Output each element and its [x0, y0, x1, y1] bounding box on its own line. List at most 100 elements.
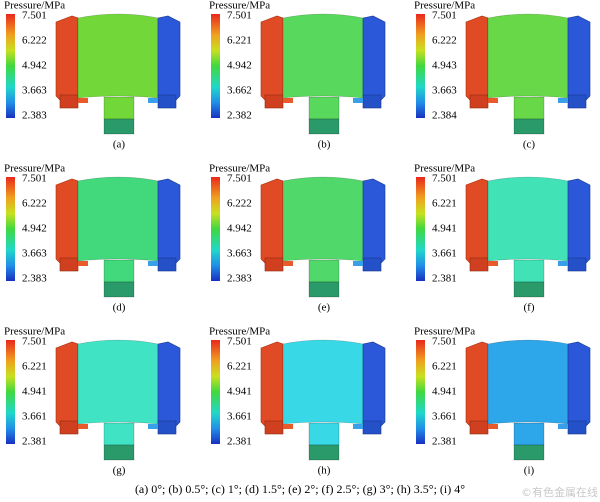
- panel-label: (a): [113, 139, 126, 151]
- colorbar-title: Pressure/MPa: [414, 163, 475, 175]
- colorbar-title: Pressure/MPa: [209, 163, 270, 175]
- right-lip: [148, 261, 158, 266]
- center-body: [77, 339, 159, 425]
- left-block: [55, 341, 79, 427]
- right-foot: [567, 257, 587, 272]
- right-block: [157, 15, 181, 101]
- colorbar-tick: 6.221: [227, 35, 252, 47]
- stem: [308, 96, 340, 120]
- colorbar-tick: 6.221: [432, 361, 457, 373]
- colorbar-tick: 4.942: [22, 60, 47, 72]
- colorbar: [6, 340, 15, 444]
- colorbar-tick: 6.221: [432, 198, 457, 210]
- colorbar: [416, 177, 425, 281]
- colorbar-tick: 4.941: [22, 386, 47, 398]
- left-foot: [264, 257, 284, 272]
- left-foot: [59, 420, 79, 435]
- colorbar-tick: 4.941: [432, 386, 457, 398]
- stem-base: [308, 444, 340, 461]
- colorbar-tick: 6.222: [22, 35, 47, 47]
- panel-label: (g): [113, 465, 126, 477]
- colorbar-tick: 7.501: [227, 336, 252, 348]
- colorbar-title: Pressure/MPa: [4, 326, 65, 338]
- colorbar: [211, 177, 220, 281]
- colorbar-tick: 6.221: [22, 361, 47, 373]
- right-block: [362, 15, 386, 101]
- center-body: [282, 13, 364, 99]
- colorbar-tick: 3.663: [22, 248, 47, 260]
- colorbar: [6, 177, 15, 281]
- colorbar: [416, 14, 425, 118]
- right-lip: [558, 424, 568, 429]
- center-body: [487, 339, 569, 425]
- panel-label: (f): [524, 302, 535, 314]
- left-lip: [78, 98, 88, 103]
- panel-label: (b): [318, 139, 331, 151]
- colorbar-tick: 6.222: [432, 35, 457, 47]
- stem-base: [103, 118, 135, 135]
- colorbar-tick: 3.661: [432, 248, 457, 260]
- stem-base: [513, 444, 545, 461]
- colorbar-tick: 2.382: [227, 110, 252, 122]
- left-lip: [283, 261, 293, 266]
- panel-label: (h): [318, 465, 331, 477]
- center-body: [77, 176, 159, 262]
- stem-base: [513, 281, 545, 298]
- colorbar-tick: 7.501: [432, 336, 457, 348]
- right-block: [567, 341, 591, 427]
- left-block: [465, 15, 489, 101]
- stem-base: [103, 444, 135, 461]
- center-body: [487, 13, 569, 99]
- colorbar-title: Pressure/MPa: [414, 326, 475, 338]
- colorbar-tick: 2.384: [432, 110, 457, 122]
- stem: [308, 422, 340, 446]
- center-body: [282, 339, 364, 425]
- right-block: [567, 15, 591, 101]
- left-lip: [488, 424, 498, 429]
- colorbar-tick: 4.942: [22, 223, 47, 235]
- colorbar-tick: 2.381: [227, 436, 252, 448]
- left-foot: [59, 94, 79, 109]
- panel-label: (d): [113, 302, 126, 314]
- colorbar-tick: 2.381: [432, 273, 457, 285]
- colorbar: [211, 340, 220, 444]
- left-block: [260, 178, 284, 264]
- colorbar-tick: 6.222: [22, 198, 47, 210]
- left-block: [260, 341, 284, 427]
- colorbar-title: Pressure/MPa: [4, 163, 65, 175]
- colorbar-tick: 7.501: [227, 173, 252, 185]
- watermark: ©有色金属在线: [521, 485, 598, 499]
- left-lip: [488, 261, 498, 266]
- colorbar-tick: 2.383: [227, 273, 252, 285]
- right-lip: [353, 424, 363, 429]
- colorbar-title: Pressure/MPa: [4, 0, 65, 12]
- left-foot: [59, 257, 79, 272]
- colorbar-title: Pressure/MPa: [414, 0, 475, 12]
- left-foot: [469, 257, 489, 272]
- colorbar-tick: 7.501: [227, 10, 252, 22]
- right-block: [157, 341, 181, 427]
- stem: [513, 96, 545, 120]
- left-lip: [78, 261, 88, 266]
- stem: [308, 259, 340, 283]
- right-lip: [148, 98, 158, 103]
- right-lip: [148, 424, 158, 429]
- colorbar-tick: 3.661: [227, 411, 252, 423]
- colorbar-tick: 4.941: [432, 223, 457, 235]
- colorbar-tick: 3.663: [227, 248, 252, 260]
- stem-base: [308, 281, 340, 298]
- right-foot: [157, 94, 177, 109]
- caption: (a) 0°; (b) 0.5°; (c) 1°; (d) 1.5°; (e) …: [135, 482, 465, 496]
- left-foot: [264, 94, 284, 109]
- colorbar-tick: 2.381: [432, 436, 457, 448]
- left-foot: [469, 94, 489, 109]
- center-body: [487, 176, 569, 262]
- right-lip: [558, 261, 568, 266]
- left-block: [55, 15, 79, 101]
